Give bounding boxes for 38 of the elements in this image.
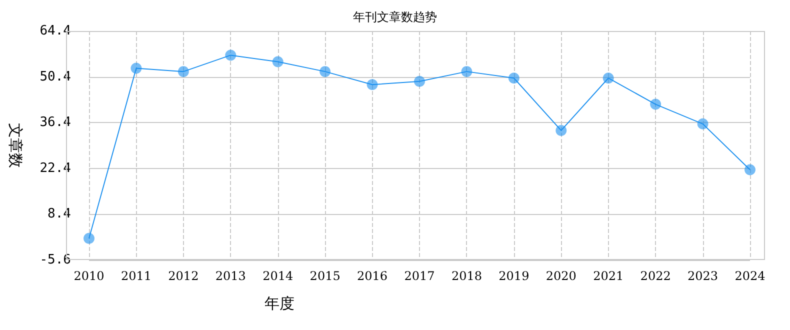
y-axis-title: 文章数: [6, 123, 24, 168]
x-tick-label: 2021: [593, 269, 624, 283]
point: [84, 232, 94, 244]
x-tick-label: 2012: [168, 269, 199, 283]
point: [414, 76, 425, 87]
x-tick-label: 2023: [688, 269, 718, 283]
y-tick-label: 36.4: [40, 115, 72, 130]
y-tick-label: 64.4: [40, 24, 72, 38]
x-tick-label: 2020: [546, 269, 576, 283]
x-tick-label: 2018: [451, 269, 482, 283]
x-tick-label: 2022: [640, 269, 671, 283]
point: [602, 72, 614, 84]
point: [272, 56, 284, 68]
x-tick-label: 2017: [404, 269, 435, 283]
point: [461, 66, 472, 78]
point: [320, 66, 331, 78]
y-tick-label: 22.4: [40, 160, 72, 176]
y-tick-label: 50.4: [40, 69, 72, 84]
x-tick-label: 2014: [262, 269, 294, 283]
x-tick-label: 2013: [215, 269, 246, 283]
x-tick-label: 2019: [498, 269, 530, 283]
point: [508, 72, 520, 84]
point: [556, 124, 567, 136]
point: [130, 62, 142, 74]
point: [225, 50, 236, 61]
point: [178, 66, 189, 78]
point: [650, 98, 662, 110]
x-tick-label: 2024: [734, 269, 766, 283]
x-tick-label: 2015: [310, 269, 340, 283]
point: [697, 118, 708, 130]
point: [744, 164, 756, 176]
x-tick-label: 2010: [74, 269, 104, 283]
y-tick-label: 8.4: [48, 206, 72, 222]
x-axis-title: 年度: [264, 294, 294, 312]
chart-title: 年刊文章数趋势: [353, 10, 437, 24]
point: [366, 79, 378, 90]
x-tick-label: 2016: [357, 269, 388, 283]
x-tick-label: 2011: [120, 269, 152, 283]
